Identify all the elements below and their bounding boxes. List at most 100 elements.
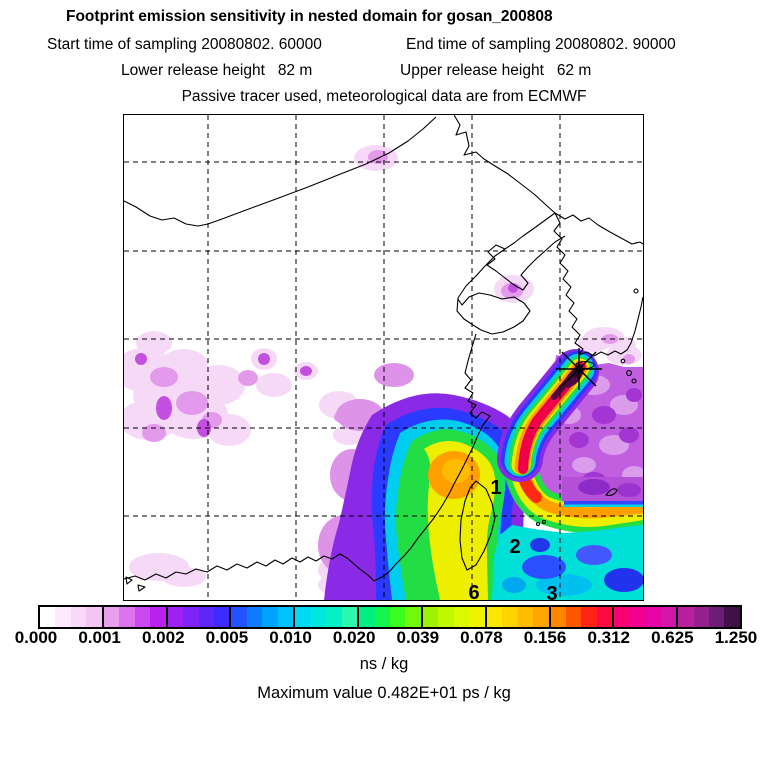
shandong-peninsula xyxy=(457,292,531,335)
colorbar-tick-label: 1.250 xyxy=(714,628,758,647)
cyan-field-blue-patches xyxy=(502,538,643,596)
emission-field xyxy=(124,145,643,600)
colorbar-segment-5 xyxy=(357,607,421,627)
colorbar-cell xyxy=(213,607,230,627)
colorbar-segment-0 xyxy=(40,607,102,627)
colorbar-cell xyxy=(198,607,214,627)
colorbar-cell xyxy=(341,607,358,627)
jiangsu-zhejiang-coast xyxy=(360,333,491,582)
colorbar-tick-label: 0.078 xyxy=(460,628,503,647)
small-island xyxy=(535,521,541,527)
mongolia-border xyxy=(124,116,437,227)
colorbar-cell xyxy=(405,607,421,627)
colorbar-cell xyxy=(629,607,646,627)
colorbar-cell xyxy=(517,607,534,627)
okinawa-island xyxy=(605,488,618,496)
plume-lobe-rings xyxy=(324,393,528,600)
colorbar-tick-label: 0.005 xyxy=(205,628,249,647)
colorbar-cell xyxy=(660,607,677,627)
colorbar-cell xyxy=(422,607,439,627)
small-island xyxy=(541,519,547,525)
small-island xyxy=(626,370,632,376)
colorbar-cell xyxy=(55,607,71,627)
colorbar-cell xyxy=(596,607,613,627)
colorbar-cell xyxy=(103,607,120,627)
colorbar-tick-label: 0.156 xyxy=(523,628,567,647)
small-island xyxy=(125,576,133,585)
map-panel: 1 2 6 3 xyxy=(123,114,644,601)
tracer-meteo-label: Passive tracer used, meteorological data… xyxy=(181,88,587,105)
yalu-korea-border xyxy=(554,212,643,245)
colorbar-tick-label: 0.000 xyxy=(14,628,58,647)
colorbar-cell xyxy=(40,607,56,627)
colorbar-tick-label: 0.312 xyxy=(587,628,630,647)
colorbar-tick-label: 0.039 xyxy=(396,628,440,647)
colorbar-cell xyxy=(645,607,661,627)
maximum-value-label: Maximum value 0.482E+01 ps / kg xyxy=(257,684,511,702)
map-svg xyxy=(124,115,643,600)
colorbar-tick-labels: 0.000 0.001 0.002 0.005 0.010 0.020 0.039 0.078… xyxy=(0,628,768,650)
colorbar-cell xyxy=(374,607,390,627)
colorbar-segment-1 xyxy=(101,607,166,627)
map-number-6: 6 xyxy=(468,582,480,601)
colorbar-cell xyxy=(326,607,342,627)
colorbar-segment-2 xyxy=(165,607,230,627)
colorbar-cell xyxy=(453,607,470,627)
colorbar-cell xyxy=(502,607,518,627)
lower-release-label: Lower release height 82 m xyxy=(121,62,313,79)
sweep-upper-edge xyxy=(562,477,643,507)
end-time-label: End time of sampling 20080802. 90000 xyxy=(406,36,676,53)
colorbar-cell xyxy=(550,607,566,627)
colorbar-cell xyxy=(295,607,311,627)
colorbar-cell xyxy=(310,607,327,627)
map-number-1: 1 xyxy=(490,477,502,499)
colorbar-cell xyxy=(678,607,694,627)
colorbar-cell xyxy=(533,607,549,627)
liaodong-coast xyxy=(486,212,566,291)
colorbar-cell xyxy=(231,607,247,627)
colorbar-cell xyxy=(614,607,630,627)
colorbar-segment-4 xyxy=(293,607,358,627)
south-china-coast xyxy=(124,553,362,581)
colorbar-cell xyxy=(724,607,740,627)
korea-coast xyxy=(553,212,643,357)
colorbar-tick-label: 0.001 xyxy=(78,628,121,647)
colorbar-cell xyxy=(565,607,582,627)
colorbar-cell xyxy=(709,607,725,627)
colorbar-cell xyxy=(262,607,278,627)
small-island xyxy=(633,288,639,294)
colorbar-cell xyxy=(119,607,135,627)
colorbar-cell xyxy=(389,607,406,627)
colorbar-cell xyxy=(150,607,166,627)
small-island xyxy=(137,584,146,592)
coastlines xyxy=(124,115,643,592)
colorbar-tick-label: 0.020 xyxy=(332,628,376,647)
colorbar xyxy=(38,605,742,629)
upper-release-label: Upper release height 62 m xyxy=(400,62,592,79)
small-island xyxy=(620,358,626,364)
colorbar-cell xyxy=(438,607,454,627)
colorbar-cell xyxy=(246,607,263,627)
colorbar-cell xyxy=(167,607,184,627)
page-title: Footprint emission sensitivity in nested… xyxy=(66,8,553,25)
colorbar-cell xyxy=(581,607,597,627)
colorbar-segment-6 xyxy=(420,607,485,627)
colorbar-cell xyxy=(183,607,199,627)
colorbar-cell xyxy=(693,607,710,627)
colorbar-cell xyxy=(86,607,102,627)
colorbar-segment-10 xyxy=(676,607,740,627)
small-island xyxy=(631,378,637,384)
colorbar-segment-8 xyxy=(548,607,613,627)
colorbar-tick-label: 0.625 xyxy=(651,628,694,647)
colorbar-cell xyxy=(277,607,294,627)
colorbar-segment-9 xyxy=(612,607,677,627)
start-time-label: Start time of sampling 20080802. 60000 xyxy=(47,36,322,53)
colorbar-unit-label: ns / kg xyxy=(359,655,409,673)
map-number-2: 2 xyxy=(509,536,521,558)
colorbar-cell xyxy=(486,607,503,627)
receptor-star-icon xyxy=(556,348,602,390)
colorbar-cell xyxy=(359,607,375,627)
main-plume-band xyxy=(497,349,599,482)
colorbar-tick-label: 0.002 xyxy=(141,628,185,647)
